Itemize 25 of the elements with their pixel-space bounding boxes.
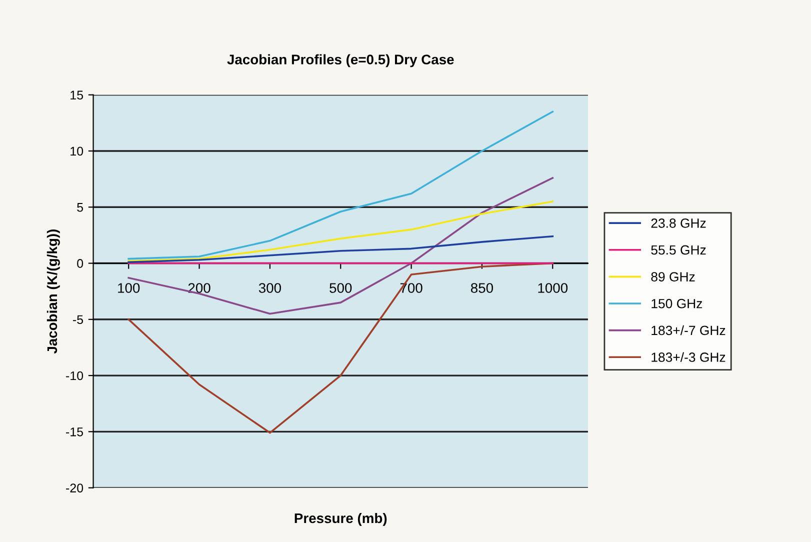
line-series [128,110,554,260]
legend-label: 150 GHz [652,298,702,308]
x-tick-label: 500 [330,283,352,293]
x-tick-label: 300 [258,283,281,293]
legend-label: 55.5 GHz [651,245,706,255]
line-series [128,235,554,264]
y-tick-label: -5 [72,315,84,324]
legend-label: 23.8 GHz [651,218,706,228]
y-tick-label: -10 [66,371,84,380]
chart-title: Jacobian Profiles (e=0.5) Dry Case [227,54,454,68]
y-axis-title: Jacobian (K/(g/kg)) [46,230,60,354]
y-tick-label: 15 [70,90,84,100]
x-tick-label: 850 [470,283,494,293]
y-tick-label: -20 [66,484,84,492]
y-tick-label: 0 [77,259,84,268]
legend-label: 89 GHz [651,272,695,282]
legend-label: 183+/-7 GHz [652,325,726,336]
line-series [128,200,554,262]
x-axis-title: Pressure (mb) [294,512,387,526]
y-tick-label: 10 [70,146,84,156]
x-tick-label: 100 [118,283,140,293]
y-tick-label: 5 [77,203,84,212]
x-tick-label: 1000 [538,283,568,293]
legend-label: 183+/-3 GHz [652,352,726,362]
y-tick-label: -15 [66,428,84,436]
